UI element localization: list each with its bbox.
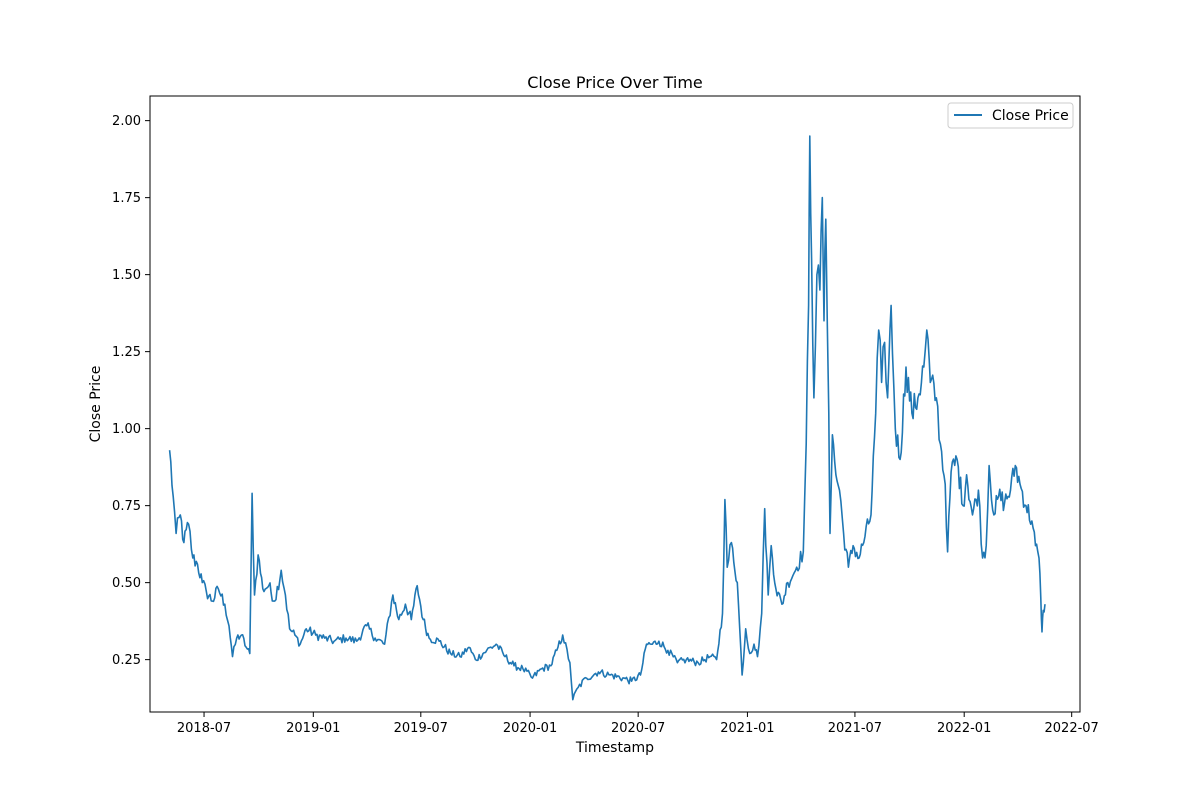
x-axis: 2018-07 2019-01 2019-07 2020-01 2020-07 2021-… — [177, 712, 1099, 736]
x-tick-label: 2019-01 — [286, 721, 340, 736]
legend: Close Price — [947, 102, 1074, 129]
x-tick-label: 2019-07 — [394, 721, 448, 736]
x-tick-label: 2020-01 — [503, 721, 557, 736]
y-tick-label: 2.00 — [112, 114, 141, 129]
y-tick-label: 1.50 — [112, 268, 141, 283]
x-tick-label: 2020-07 — [611, 721, 665, 736]
y-tick-label: 0.25 — [112, 653, 141, 668]
x-tick-label: 2018-07 — [177, 721, 231, 736]
series-layer — [168, 135, 1046, 701]
legend-entry-label: Close Price — [992, 108, 1069, 124]
x-tick-label: 2021-07 — [828, 721, 882, 736]
series-line-0 — [168, 135, 1046, 701]
y-axis-label: Close Price — [88, 366, 104, 443]
x-tick-label: 2022-07 — [1045, 721, 1099, 736]
x-tick-label: 2021-01 — [720, 721, 774, 736]
y-tick-label: 1.25 — [112, 345, 141, 360]
y-tick-label: 0.50 — [112, 576, 141, 591]
legend-box — [947, 102, 1074, 129]
y-tick-label: 1.00 — [112, 422, 141, 437]
chart-title: Close Price Over Time — [527, 73, 703, 92]
y-tick-label: 0.75 — [112, 499, 141, 514]
x-tick-label: 2022-01 — [937, 721, 991, 736]
y-tick-label: 1.75 — [112, 191, 141, 206]
plot-frame — [149, 95, 1081, 713]
x-axis-label: Timestamp — [575, 740, 654, 756]
y-axis: 0.25 0.50 0.75 1.00 1.25 1.50 1.75 2.00 — [112, 114, 150, 668]
plot-area — [149, 95, 1081, 713]
